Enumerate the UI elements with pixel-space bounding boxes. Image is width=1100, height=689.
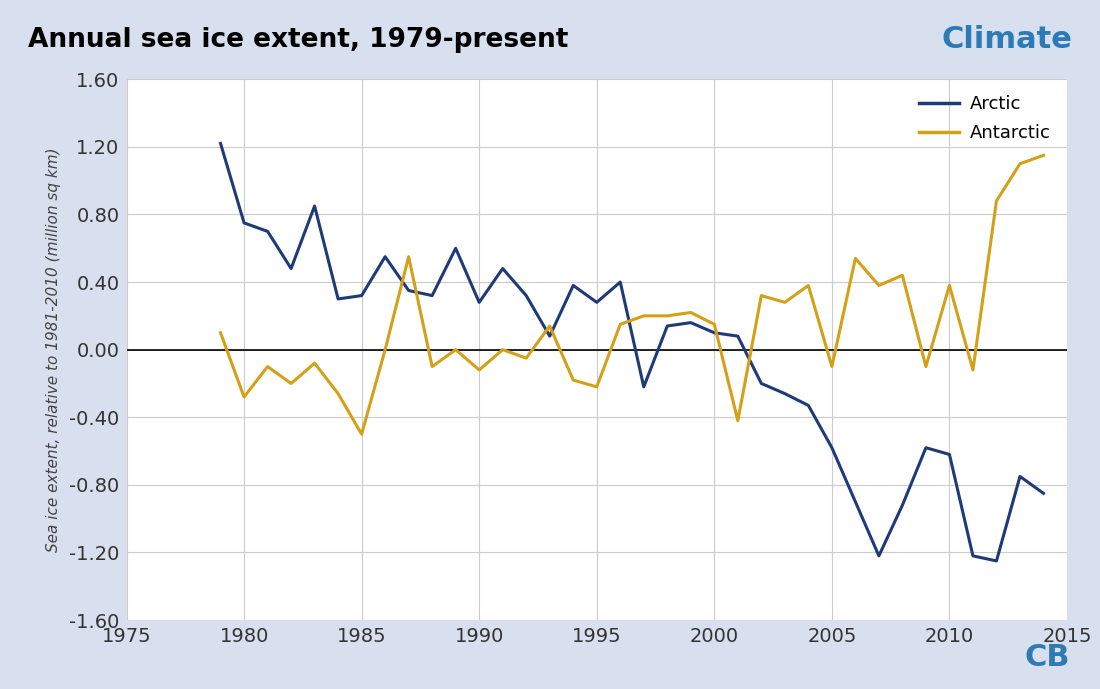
- Text: CB: CB: [1025, 643, 1070, 672]
- Legend: Arctic, Antarctic: Arctic, Antarctic: [912, 88, 1058, 150]
- Text: Annual sea ice extent, 1979-present: Annual sea ice extent, 1979-present: [28, 27, 568, 53]
- Y-axis label: Sea ice extent, relative to 1981-2010 (million sq km): Sea ice extent, relative to 1981-2010 (m…: [46, 147, 60, 552]
- Text: Climate: Climate: [942, 25, 1072, 54]
